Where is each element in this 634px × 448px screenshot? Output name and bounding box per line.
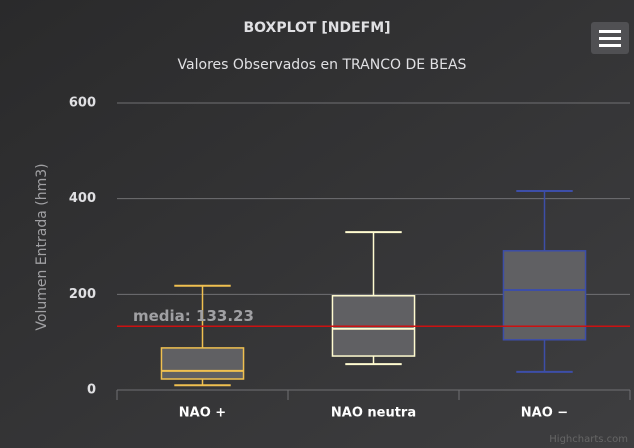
y-tick-label: 0 [87, 383, 96, 398]
menu-button[interactable] [591, 22, 629, 54]
y-tick-label: 200 [69, 287, 96, 302]
mean-label: media: 133.23 [133, 307, 254, 325]
menu-icon-line [599, 37, 621, 40]
menu-icon-line [599, 30, 621, 33]
chart-title: BOXPLOT [NDEFM] [243, 20, 390, 36]
box [160, 347, 245, 380]
y-axis-title: Volumen Entrada (hm3) [34, 163, 50, 330]
credits[interactable]: Highcharts.com [549, 434, 628, 445]
x-tick-label: NAO − [521, 406, 568, 421]
x-tick-label: NAO neutra [331, 406, 416, 421]
box [502, 250, 587, 341]
y-tick-label: 600 [69, 96, 96, 111]
x-tick-label: NAO + [179, 406, 226, 421]
chart-subtitle: Valores Observados en TRANCO DE BEAS [178, 57, 467, 73]
y-tick-label: 400 [69, 191, 96, 206]
menu-icon-line [599, 44, 621, 47]
